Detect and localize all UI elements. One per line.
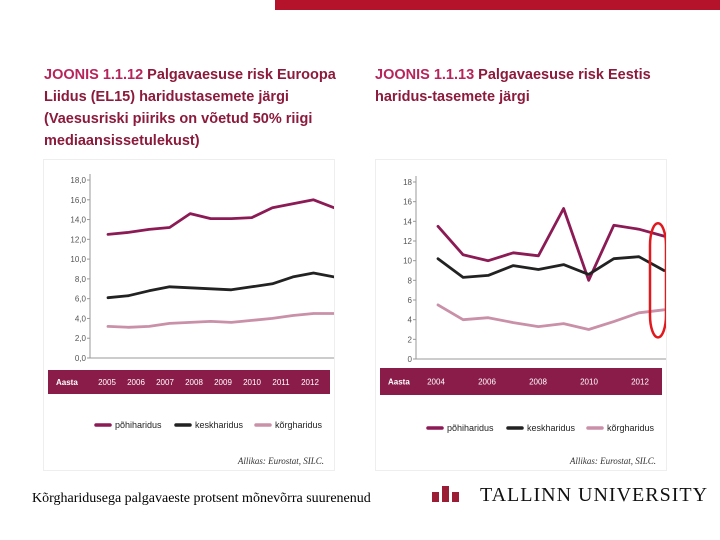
y-tick-label: 4,0 — [75, 314, 87, 323]
x-tick-label: 2008 — [529, 378, 547, 387]
x-tick-label: 2008 — [185, 378, 203, 387]
y-tick-label: 8 — [408, 276, 413, 285]
x-tick-label: 2007 — [156, 378, 174, 387]
x-tick-label: 2013 — [330, 378, 334, 387]
series-line-kõrgharidus — [106, 312, 334, 329]
slide-caption: Kõrgharidusega palgavaeste protsent mõne… — [32, 491, 371, 506]
top-accent-bar — [275, 0, 720, 10]
y-tick-label: 2 — [408, 335, 413, 344]
series-line-põhiharidus — [436, 207, 666, 282]
legend-label: põhiharidus — [115, 420, 162, 430]
figure1-title: JOONIS 1.1.12 Palgavaesuse risk Euroopa … — [44, 64, 364, 152]
x-tick-label: 2005 — [98, 378, 116, 387]
x-tick-label: 2004 — [427, 378, 445, 387]
highlight-ellipse — [648, 222, 666, 339]
year-axis-label: Aasta — [388, 378, 410, 387]
y-tick-label: 0 — [408, 355, 413, 364]
chart-estonia-source: Allikas: Eurostat, SILC. — [569, 456, 656, 466]
chart-panel-eu15: 0,0 2,0 4,0 6,0 8,0 10,0 12,0 14,0 16,0 18,0 Aasta… — [44, 160, 334, 470]
y-tick-label: 0,0 — [75, 354, 87, 363]
y-tick-label: 4 — [408, 316, 413, 325]
series-line-põhiharidus — [106, 198, 334, 236]
y-tick-label: 6,0 — [75, 295, 87, 304]
chart-eu15-source: Allikas: Eurostat, SILC. — [237, 456, 324, 466]
chart-eu15: 0,0 2,0 4,0 6,0 8,0 10,0 12,0 14,0 16,0 18,0 Aasta… — [48, 174, 334, 430]
y-tick-label: 18,0 — [70, 176, 86, 185]
year-axis-band — [48, 370, 330, 394]
y-tick-label: 12,0 — [70, 235, 86, 244]
x-tick-label: 2006 — [127, 378, 145, 387]
y-tick-label: 12 — [403, 237, 412, 246]
figure1-title-text: Palgavaesuse risk Euroopa Liidus (EL15) … — [44, 67, 336, 149]
legend-label: keskharidus — [195, 420, 244, 430]
y-tick-label: 6 — [408, 296, 413, 305]
series-line-keskharidus — [436, 255, 666, 279]
y-tick-label: 16,0 — [70, 196, 86, 205]
y-tick-label: 10,0 — [70, 255, 86, 264]
year-axis-band — [380, 368, 662, 395]
figure2-title-text: Palgavaesuse risk Eestis haridus-tasemet… — [375, 67, 651, 105]
x-tick-label: 2006 — [478, 378, 496, 387]
y-tick-label: 18 — [403, 178, 412, 187]
series-line-kõrgharidus — [436, 303, 666, 331]
logo-mark-icon — [432, 486, 460, 502]
legend-label: kõrgharidus — [607, 423, 655, 433]
x-tick-label: 2010 — [580, 378, 598, 387]
logo-text: TALLINN UNIVERSITY — [480, 484, 709, 502]
x-tick-label: 2009 — [214, 378, 232, 387]
chart-panel-estonia: 0 2 4 6 8 10 12 14 16 18 Aasta 2004 2006 2008 2010 2012… — [376, 160, 666, 470]
legend-label: keskharidus — [527, 423, 576, 433]
figure1-title-number: JOONIS 1.1.12 — [44, 67, 144, 83]
x-tick-label: 2011 — [272, 378, 290, 387]
y-tick-label: 14,0 — [70, 216, 86, 225]
legend-label: põhiharidus — [447, 423, 494, 433]
y-tick-label: 8,0 — [75, 275, 87, 284]
x-tick-label: 2010 — [243, 378, 261, 387]
figure2-title: JOONIS 1.1.13 Palgavaesuse risk Eestis h… — [375, 64, 705, 108]
university-logo: TALLINN UNIVERSITY — [432, 478, 712, 502]
y-tick-label: 16 — [403, 198, 412, 207]
y-tick-label: 10 — [403, 257, 412, 266]
x-tick-label: 2012 — [631, 378, 649, 387]
figure2-title-number: JOONIS 1.1.13 — [375, 67, 475, 83]
year-axis-label: Aasta — [56, 378, 78, 387]
y-tick-label: 2,0 — [75, 334, 87, 343]
series-line-keskharidus — [106, 271, 334, 300]
legend-label: kõrgharidus — [275, 420, 323, 430]
y-tick-label: 14 — [403, 217, 412, 226]
x-tick-label: 2012 — [301, 378, 319, 387]
chart-estonia: 0 2 4 6 8 10 12 14 16 18 Aasta 2004 2006 2008 2010 2012… — [380, 176, 666, 433]
